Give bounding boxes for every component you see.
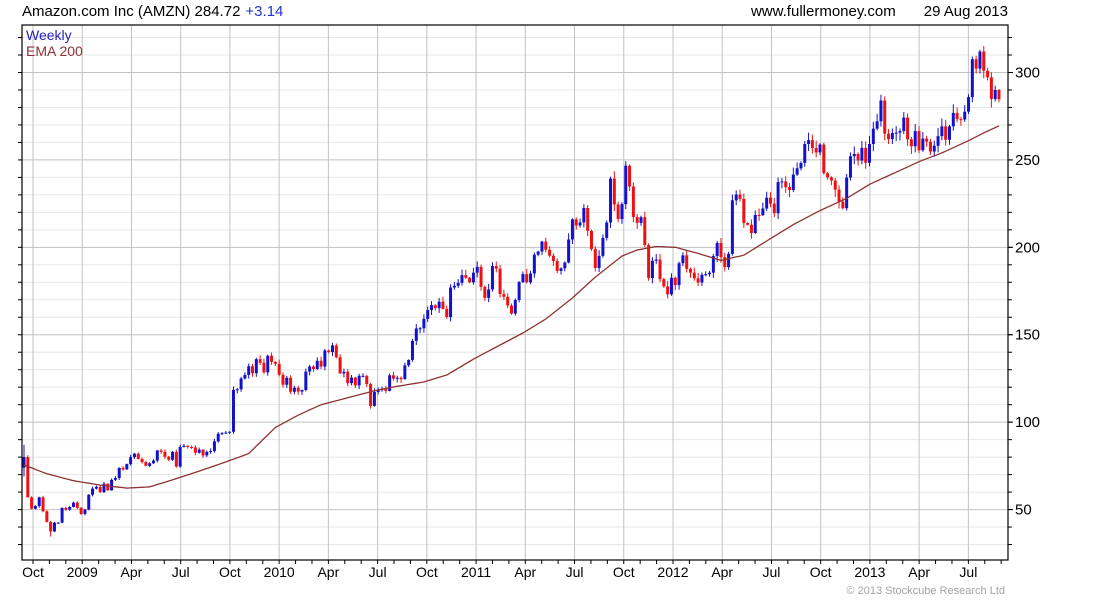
svg-text:Apr: Apr bbox=[121, 564, 143, 580]
instrument-title: Amazon.com Inc (AMZN) 284.72 bbox=[22, 3, 241, 20]
svg-text:Oct: Oct bbox=[810, 564, 832, 580]
svg-text:200: 200 bbox=[1015, 239, 1040, 256]
svg-text:300: 300 bbox=[1015, 65, 1040, 82]
svg-text:Oct: Oct bbox=[219, 564, 241, 580]
chart-title: Amazon.com Inc (AMZN) 284.72 +3.14 bbox=[22, 3, 283, 20]
svg-text:100: 100 bbox=[1015, 414, 1040, 431]
svg-text:Jul: Jul bbox=[172, 564, 190, 580]
price-change: +3.14 bbox=[245, 3, 284, 20]
svg-text:Apr: Apr bbox=[514, 564, 536, 580]
date-label: 29 Aug 2013 bbox=[923, 3, 1008, 20]
svg-text:2011: 2011 bbox=[461, 564, 491, 580]
svg-text:150: 150 bbox=[1015, 327, 1040, 344]
website-label: www.fullermoney.com bbox=[750, 3, 896, 20]
timeframe-label: Weekly bbox=[26, 27, 72, 43]
svg-text:2009: 2009 bbox=[67, 564, 98, 580]
svg-text:Apr: Apr bbox=[317, 564, 339, 580]
svg-text:Oct: Oct bbox=[416, 564, 438, 580]
svg-text:2010: 2010 bbox=[264, 564, 295, 580]
svg-text:Apr: Apr bbox=[711, 564, 733, 580]
svg-text:250: 250 bbox=[1015, 152, 1040, 169]
svg-text:Jul: Jul bbox=[566, 564, 584, 580]
svg-text:Jul: Jul bbox=[369, 564, 387, 580]
svg-text:Jul: Jul bbox=[959, 564, 977, 580]
ema-legend-label: EMA 200 bbox=[26, 43, 83, 59]
svg-text:Apr: Apr bbox=[908, 564, 930, 580]
chart-header-right: www.fullermoney.com 29 Aug 2013 bbox=[751, 3, 1008, 20]
svg-text:Jul: Jul bbox=[762, 564, 780, 580]
svg-text:Oct: Oct bbox=[613, 564, 635, 580]
svg-text:2013: 2013 bbox=[854, 564, 885, 580]
svg-text:2012: 2012 bbox=[657, 564, 688, 580]
svg-text:Oct: Oct bbox=[22, 564, 44, 580]
svg-text:50: 50 bbox=[1015, 502, 1032, 519]
copyright-label: © 2013 Stockcube Research Ltd bbox=[846, 585, 1005, 597]
